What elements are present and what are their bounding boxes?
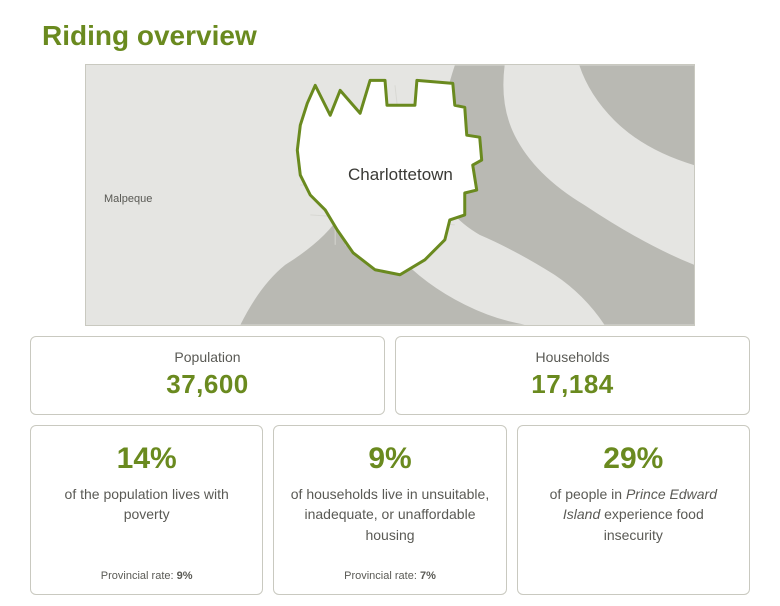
provincial-rate: Provincial rate: 9% xyxy=(45,570,248,582)
page-title: Riding overview xyxy=(42,20,750,52)
map-neighbor-label: Malpeque xyxy=(104,193,152,205)
metrics-row: 14% of the population lives with poverty… xyxy=(30,425,750,595)
metric-pct: 9% xyxy=(288,442,491,476)
metric-housing: 9% of households live in unsuitable, ina… xyxy=(273,425,506,595)
map-city-label: Charlottetown xyxy=(348,165,453,185)
households-box: Households 17,184 xyxy=(395,336,750,415)
population-value: 37,600 xyxy=(41,369,374,400)
households-value: 17,184 xyxy=(406,369,739,400)
map-svg xyxy=(86,65,694,325)
metric-pct: 14% xyxy=(45,442,248,476)
population-box: Population 37,600 xyxy=(30,336,385,415)
households-label: Households xyxy=(406,349,739,365)
riding-map: Malpeque Charlottetown xyxy=(85,64,695,326)
metric-poverty: 14% of the population lives with poverty… xyxy=(30,425,263,595)
metric-desc: of households live in unsuitable, inadeq… xyxy=(288,484,491,556)
metric-pct: 29% xyxy=(532,442,735,476)
metric-desc: of the population lives with poverty xyxy=(45,484,248,556)
metric-desc: of people in Prince Edward Island experi… xyxy=(532,484,735,568)
provincial-rate: Provincial rate: 7% xyxy=(288,570,491,582)
stats-row: Population 37,600 Households 17,184 xyxy=(30,336,750,415)
population-label: Population xyxy=(41,349,374,365)
metric-food-insecurity: 29% of people in Prince Edward Island ex… xyxy=(517,425,750,595)
